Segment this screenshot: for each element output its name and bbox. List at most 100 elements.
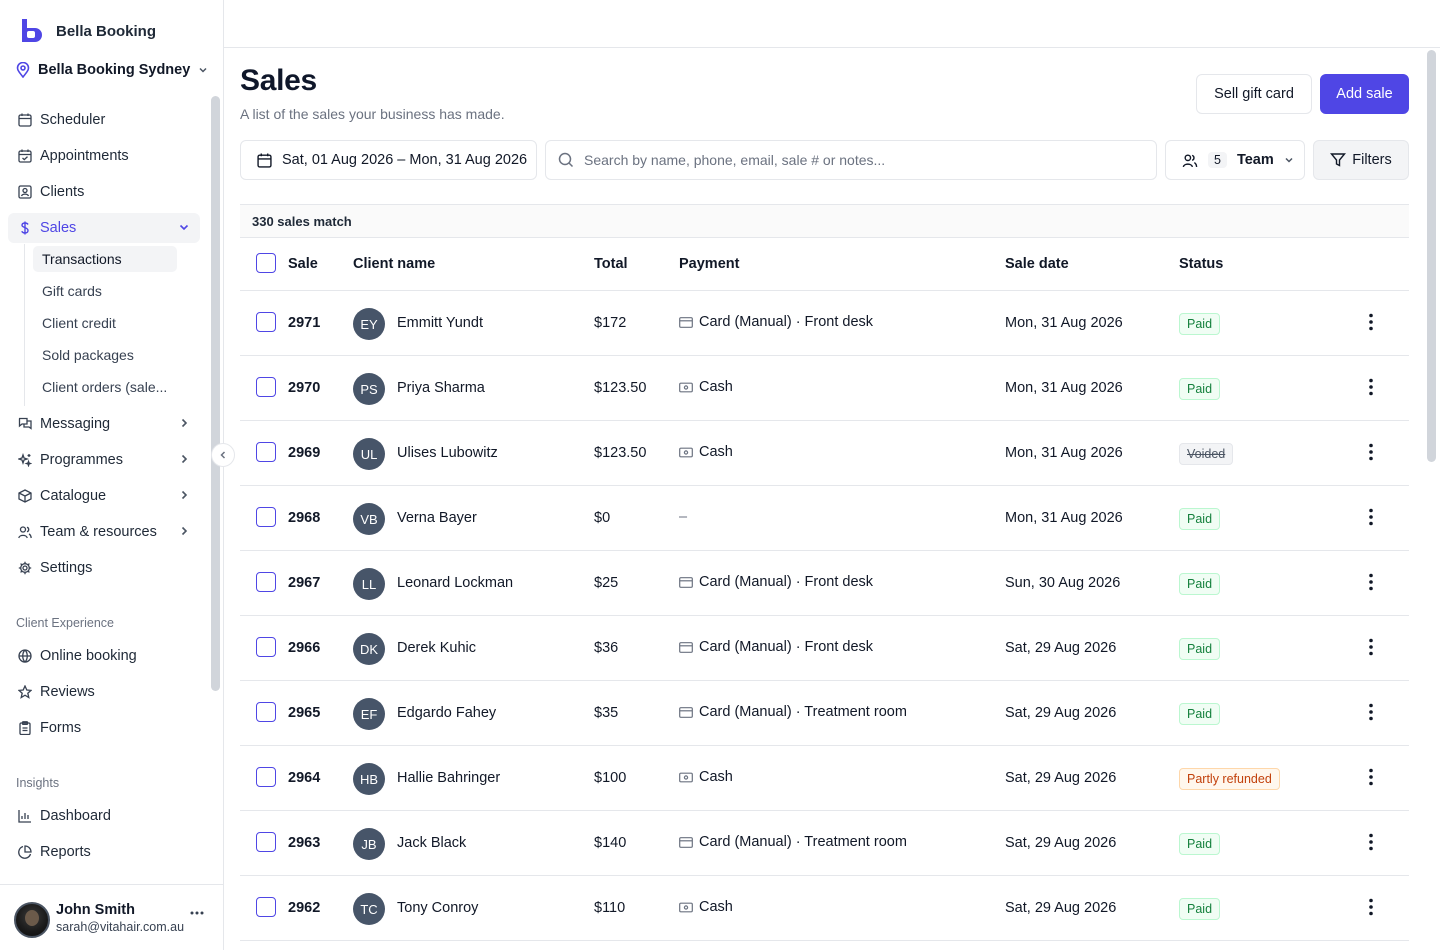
sidebar-item-messaging[interactable]: Messaging xyxy=(8,409,200,439)
sell-gift-card-button[interactable]: Sell gift card xyxy=(1196,74,1312,114)
row-checkbox[interactable] xyxy=(256,507,276,527)
search-box[interactable] xyxy=(545,140,1157,180)
table-row[interactable]: 2970 PS Priya Sharma $123.50 Cash Mon, 3… xyxy=(240,356,1409,421)
table-row[interactable]: 2962 TC Tony Conroy $110 Cash Sat, 29 Au… xyxy=(240,876,1409,941)
main-scrollbar[interactable] xyxy=(1427,50,1436,462)
sidebar-item-catalogue[interactable]: Catalogue xyxy=(8,481,200,511)
client-avatar: HB xyxy=(353,763,385,795)
sidebar-item-settings[interactable]: Settings xyxy=(8,553,200,583)
table-row[interactable]: 2971 EY Emmitt Yundt $172 Card (Manual) … xyxy=(240,291,1409,356)
sidebar-subitem-gift-cards[interactable]: Gift cards xyxy=(42,283,102,299)
sidebar-item-clients[interactable]: Clients xyxy=(8,177,200,207)
client-name[interactable]: Priya Sharma xyxy=(397,380,485,396)
client-name[interactable]: Emmitt Yundt xyxy=(397,315,483,331)
more-vertical-icon[interactable] xyxy=(1369,833,1373,851)
row-checkbox[interactable] xyxy=(256,702,276,722)
client-name[interactable]: Hallie Bahringer xyxy=(397,770,501,786)
client-avatar: VB xyxy=(353,503,385,535)
sidebar-scrollbar[interactable] xyxy=(211,96,220,691)
sale-number[interactable]: 2970 xyxy=(288,380,321,396)
table-row[interactable]: 2964 HB Hallie Bahringer $100 Cash Sat, … xyxy=(240,746,1409,811)
sale-number[interactable]: 2965 xyxy=(288,705,321,721)
payment-text: Card (Manual) · Treatment room xyxy=(699,834,907,850)
user-profile[interactable]: John Smith sarah@vitahair.com.au xyxy=(0,884,224,950)
sidebar-subitem-sold-packages[interactable]: Sold packages xyxy=(42,347,134,363)
location-selector[interactable]: Bella Booking Sydney xyxy=(16,62,208,78)
sidebar-item-reports[interactable]: Reports xyxy=(8,837,200,867)
row-checkbox[interactable] xyxy=(256,312,276,332)
payment-method: Card (Manual) · Front desk xyxy=(679,639,873,655)
header-client-name[interactable]: Client name xyxy=(353,256,436,272)
table-row[interactable]: 2965 EF Edgardo Fahey $35 Card (Manual) … xyxy=(240,681,1409,746)
client-name[interactable]: Ulises Lubowitz xyxy=(397,445,498,461)
sidebar-item-scheduler[interactable]: Scheduler xyxy=(8,105,200,135)
client-name[interactable]: Jack Black xyxy=(397,835,467,851)
row-checkbox[interactable] xyxy=(256,377,276,397)
status-badge: Voided xyxy=(1179,443,1234,465)
header-total[interactable]: Total xyxy=(594,256,628,272)
sale-number[interactable]: 2962 xyxy=(288,900,321,916)
header-sale-date[interactable]: Sale date xyxy=(1005,256,1069,272)
user-email: sarah@vitahair.com.au xyxy=(56,920,185,934)
more-horizontal-icon[interactable] xyxy=(190,911,204,915)
row-checkbox[interactable] xyxy=(256,767,276,787)
sidebar-item-appointments[interactable]: Appointments xyxy=(8,141,200,171)
more-vertical-icon[interactable] xyxy=(1369,573,1373,591)
client-name[interactable]: Derek Kuhic xyxy=(397,640,476,656)
more-vertical-icon[interactable] xyxy=(1369,313,1373,331)
sale-number[interactable]: 2964 xyxy=(288,770,321,786)
sidebar-item-label: Team & resources xyxy=(40,524,157,540)
more-vertical-icon[interactable] xyxy=(1369,898,1373,916)
sidebar-subitem-client-credit[interactable]: Client credit xyxy=(42,315,116,331)
sidebar-subitem-transactions[interactable]: Transactions xyxy=(33,246,177,272)
filters-button[interactable]: Filters xyxy=(1313,140,1409,180)
row-checkbox[interactable] xyxy=(256,897,276,917)
row-checkbox[interactable] xyxy=(256,572,276,592)
row-checkbox[interactable] xyxy=(256,442,276,462)
sidebar-item-forms[interactable]: Forms xyxy=(8,713,200,743)
table-row[interactable]: 2966 DK Derek Kuhic $36 Card (Manual) · … xyxy=(240,616,1409,681)
team-selector[interactable]: 5 Team xyxy=(1165,140,1305,180)
brand[interactable]: Bella Booking xyxy=(20,18,156,44)
table-row[interactable]: 2963 JB Jack Black $140 Card (Manual) · … xyxy=(240,811,1409,876)
select-all-checkbox[interactable] xyxy=(256,253,276,273)
sale-number[interactable]: 2969 xyxy=(288,445,321,461)
more-vertical-icon[interactable] xyxy=(1369,768,1373,786)
header-sale[interactable]: Sale xyxy=(288,256,318,272)
sidebar-item-sales[interactable]: Sales xyxy=(8,213,200,243)
row-checkbox[interactable] xyxy=(256,832,276,852)
more-vertical-icon[interactable] xyxy=(1369,703,1373,721)
collapse-sidebar-button[interactable] xyxy=(211,443,235,467)
more-vertical-icon[interactable] xyxy=(1369,443,1373,461)
date-range-picker[interactable]: Sat, 01 Aug 2026 – Mon, 31 Aug 2026 xyxy=(240,140,537,180)
header-status[interactable]: Status xyxy=(1179,256,1224,272)
more-vertical-icon[interactable] xyxy=(1369,508,1373,526)
sidebar-item-programmes[interactable]: Programmes xyxy=(8,445,200,475)
sidebar-item-reviews[interactable]: Reviews xyxy=(8,677,200,707)
sidebar-subitem-client-orders[interactable]: Client orders (sale... xyxy=(42,379,168,395)
client-name[interactable]: Tony Conroy xyxy=(397,900,479,916)
header-payment[interactable]: Payment xyxy=(679,256,740,272)
sale-number[interactable]: 2967 xyxy=(288,575,321,591)
sidebar-item-dashboard[interactable]: Dashboard xyxy=(8,801,200,831)
sidebar-item-online-booking[interactable]: Online booking xyxy=(8,641,200,671)
client-name[interactable]: Verna Bayer xyxy=(397,510,477,526)
table-row[interactable]: 2969 UL Ulises Lubowitz $123.50 Cash Mon… xyxy=(240,421,1409,486)
client-name[interactable]: Edgardo Fahey xyxy=(397,705,497,721)
sale-number[interactable]: 2963 xyxy=(288,835,321,851)
row-checkbox[interactable] xyxy=(256,637,276,657)
client-name[interactable]: Leonard Lockman xyxy=(397,575,514,591)
sale-number[interactable]: 2971 xyxy=(288,315,321,331)
status-badge: Paid xyxy=(1179,508,1221,530)
location-name: Bella Booking Sydney xyxy=(38,62,191,78)
sale-number[interactable]: 2968 xyxy=(288,510,321,526)
add-sale-button[interactable]: Add sale xyxy=(1320,74,1409,114)
sidebar-item-team-resources[interactable]: Team & resources xyxy=(8,517,200,547)
search-input[interactable] xyxy=(584,152,1144,168)
sale-number[interactable]: 2966 xyxy=(288,640,321,656)
more-vertical-icon[interactable] xyxy=(1369,378,1373,396)
more-vertical-icon[interactable] xyxy=(1369,638,1373,656)
credit-card-icon xyxy=(679,576,693,588)
table-row[interactable]: 2968 VB Verna Bayer $0 – Mon, 31 Aug 202… xyxy=(240,486,1409,551)
table-row[interactable]: 2967 LL Leonard Lockman $25 Card (Manual… xyxy=(240,551,1409,616)
